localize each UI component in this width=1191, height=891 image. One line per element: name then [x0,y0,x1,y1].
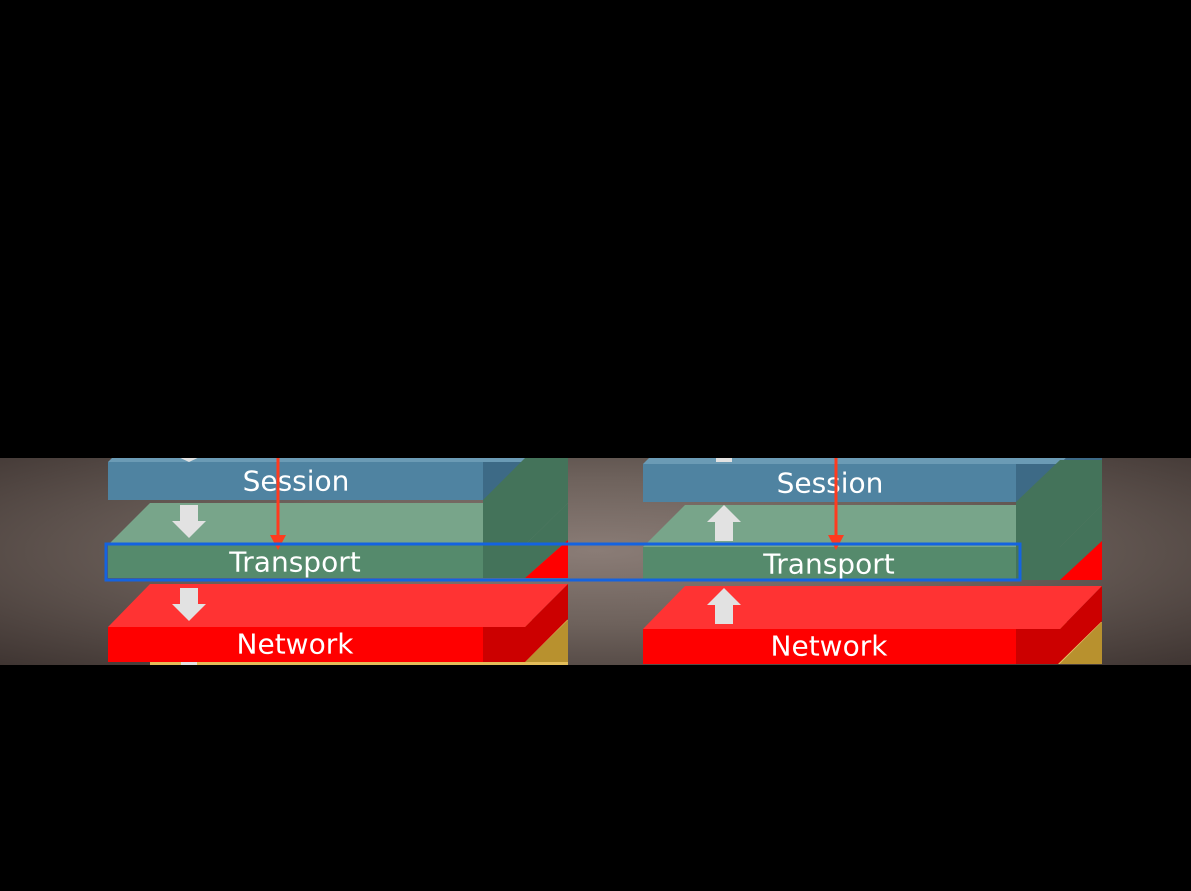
receiver-stack: Network Transport Session [643,458,1102,664]
receiver-flow-arrow-2 [707,588,741,624]
sender-network-label: Network [237,628,355,661]
receiver-session-label: Session [777,467,884,500]
arrow-down-icon [172,505,206,538]
receiver-transport-layer: Transport [643,505,1102,581]
sender-transport-front [108,545,483,578]
receiver-network-side [1016,586,1102,664]
sender-session-layer: Session [108,458,568,545]
arrow-up-icon [707,588,741,624]
receiver-session-green-side [1016,460,1102,547]
sender-network-top [108,584,568,627]
sender-data-link-top [150,662,568,665]
sender-flow-arrow-1 [172,505,206,538]
sender-stack: Network Transport Session [108,458,568,665]
sender-transport-label: Transport [228,546,360,579]
sender-session-top [108,458,530,462]
sender-session-front [108,462,483,500]
receiver-transport-front [643,547,1016,580]
receiver-data-link-side [1060,622,1102,664]
sender-flow-arrow-bottom [181,662,197,665]
sender-network-front [108,627,483,662]
receiver-transport-red-edge [1016,541,1102,580]
sender-transport-side [483,503,568,578]
arrow-down-icon [172,588,206,621]
sender-flow-arrow-top [180,458,198,462]
arrow-up-icon [707,505,741,541]
receiver-transport-top [643,505,1102,547]
receiver-transport-side [1016,505,1102,580]
sender-transport-layer: Transport [108,503,568,579]
receiver-network-front [643,629,1016,664]
arrow-up-stub-icon [716,458,732,462]
receiver-network-label: Network [771,630,889,663]
sender-session-label: Session [243,465,350,498]
arrow-down-stub-icon [181,662,197,665]
sender-session-green-side [483,458,568,545]
receiver-session-top [643,458,1066,464]
receiver-network-top [643,586,1102,629]
sender-network-side [483,584,568,662]
receiver-session-front [643,464,1016,502]
arrow-down-icon [180,458,198,462]
receiver-flow-arrow-1 [707,505,741,541]
sender-flow-arrow-2 [172,588,206,621]
receiver-session-layer: Session [643,458,1102,547]
transport-highlight-frame [104,542,1022,582]
receiver-transport-label: Transport [762,548,894,581]
sender-transport-red-edge [483,540,568,578]
sender-network-layer: Network [108,584,568,662]
receiver-flow-arrow-top [716,458,732,462]
sender-transport-top [108,503,568,545]
receiver-network-layer: Network [643,586,1102,664]
